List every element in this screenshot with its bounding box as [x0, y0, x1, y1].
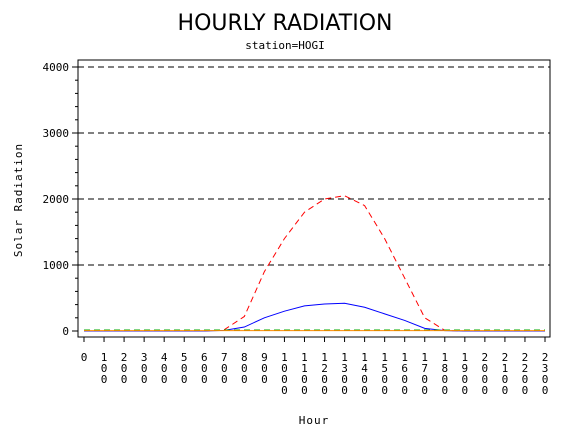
chart-title: HOURLY RADIATION [178, 11, 393, 36]
series-group [84, 195, 545, 332]
x-axis: 0 1 0 0 2 0 0 3 0 0 4 0 0 5 0 0 6 0 0 7 0 0 8 0 0 9 0 0 1 0 0 0 1 1 0 0 1 2 0 0… [81, 337, 549, 397]
chart-subtitle: station=HOGI [245, 39, 324, 52]
y-axis-label: Solar Radiation [12, 143, 25, 257]
y-tick-label-2000: 2000 [43, 193, 70, 206]
y-tick-label-0: 0 [62, 325, 69, 338]
series-line-1 [84, 302, 545, 332]
y-tick-label-4000: 4000 [43, 61, 70, 74]
y-axis: 0 1000 2000 3000 4000 [43, 61, 78, 338]
y-tick-label-1000: 1000 [43, 259, 70, 272]
x-axis-label: Hour [299, 414, 330, 427]
x-tick-label-0: 0 [81, 351, 88, 364]
y-tick-label-3000: 3000 [43, 127, 70, 140]
gridlines [78, 66, 550, 266]
series-line-0 [84, 195, 545, 332]
